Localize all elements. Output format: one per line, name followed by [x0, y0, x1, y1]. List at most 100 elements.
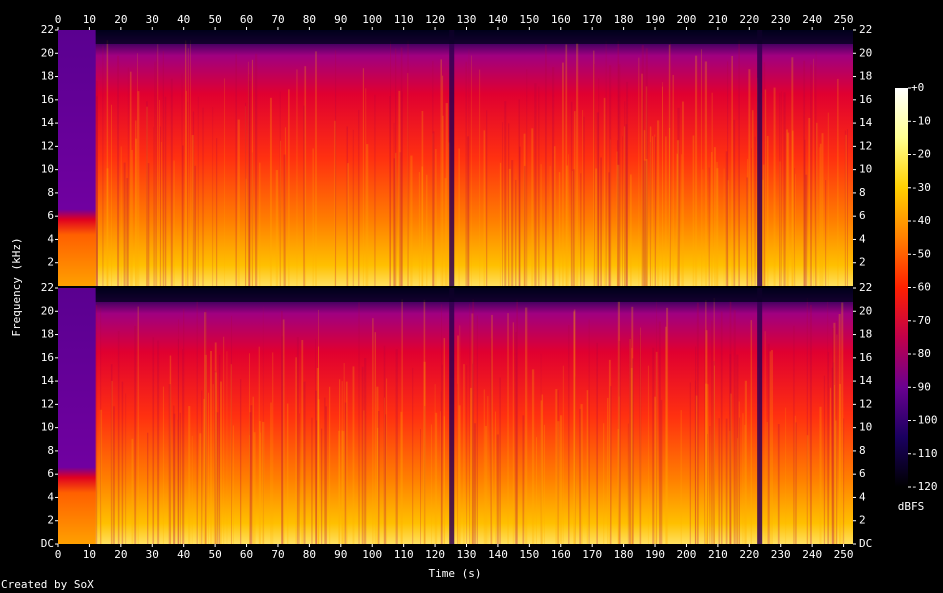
spectrogram-streak: [523, 165, 526, 286]
x-tick-label: 150: [519, 548, 539, 561]
spectrogram-streak: [111, 380, 113, 544]
spectrogram-panel: [58, 288, 853, 544]
spectrogram-streak: [185, 90, 187, 286]
spectrogram-streak: [763, 62, 766, 287]
y-tick-label: 18: [41, 70, 54, 83]
spectrogram-streak: [131, 438, 134, 544]
spectrogram-streak: [793, 325, 795, 544]
spectrogram-streak: [608, 359, 611, 544]
spectrogram-streak: [618, 340, 621, 544]
spectrogram-streak: [153, 126, 154, 287]
spectrogram-streak: [164, 96, 167, 286]
spectrogram-streak: [669, 127, 671, 286]
spectrogram-streak: [696, 302, 699, 544]
spectrogram-streak: [311, 417, 313, 544]
spectrogram-streak: [562, 62, 564, 287]
spectrogram-streak: [654, 134, 656, 286]
colorbar-tick-label: -110: [911, 447, 938, 460]
spectrogram-streak: [692, 135, 695, 286]
spectrogram-streak: [465, 61, 467, 287]
spectrogram-streak: [253, 432, 256, 544]
spectrogram-streak: [725, 418, 728, 544]
spectrogram-streak: [595, 168, 598, 286]
spectrogram-streak: [655, 351, 658, 544]
spectrogram-streak: [183, 308, 185, 544]
spectrogram-streak: [647, 365, 649, 544]
spectrogram-streak: [565, 44, 568, 286]
spectrogram-streak: [315, 51, 317, 286]
spectrogram-streak: [342, 431, 345, 544]
spectrogram-streak: [218, 354, 221, 544]
spectrogram-streak: [471, 313, 474, 544]
spectrogram-streak: [649, 142, 652, 286]
spectrogram-streak: [345, 381, 348, 544]
spectrogram-streak: [407, 40, 409, 287]
spectrogram-streak: [219, 381, 222, 544]
y-tick-label: 8: [47, 186, 54, 199]
spectrogram-streak: [199, 433, 202, 544]
spectrogram-streak: [154, 61, 156, 287]
spectrogram-streak: [251, 59, 254, 286]
spectrogram-streak: [808, 117, 811, 286]
spectrogram-streak: [401, 299, 403, 544]
spectrogram-streak: [127, 67, 129, 286]
spectrogram-streak: [214, 370, 216, 544]
spectrogram-streak: [630, 367, 633, 544]
spectrogram-streak: [714, 365, 715, 544]
y-tick-label: 2: [47, 514, 54, 527]
spectrogram-streak: [421, 110, 424, 286]
spectrogram-streak: [223, 336, 225, 544]
spectrogram-streak: [468, 49, 470, 286]
spectrogram-streak: [440, 411, 441, 544]
spectrogram-streak: [600, 157, 602, 286]
spectrogram-streak: [135, 138, 138, 286]
spectrogram-streak: [239, 379, 242, 544]
spectrogram-gap: [757, 30, 763, 286]
y-tick-label: 14: [41, 374, 55, 387]
spectrogram-streak: [574, 376, 576, 544]
y-tick-label: 14: [41, 116, 55, 129]
spectrogram-streak: [335, 50, 337, 286]
spectrogram-streak: [419, 429, 421, 544]
spectrogram-streak: [389, 96, 391, 287]
spectrogram-streak: [237, 119, 240, 286]
spectrogram-streak: [834, 420, 837, 544]
spectrogram-streak: [631, 306, 634, 544]
spectrogram-streak: [476, 315, 478, 544]
spectrogram-streak: [341, 381, 343, 544]
spectrogram-streak: [804, 139, 806, 286]
spectrogram-streak: [301, 340, 304, 544]
x-tick-label: 80: [303, 13, 316, 26]
spectrogram-streak: [733, 119, 736, 286]
spectrogram-streak: [713, 360, 715, 544]
spectrogram-streak: [704, 61, 708, 286]
spectrogram-streak: [147, 163, 150, 286]
spectrogram-streak: [182, 349, 184, 544]
x-tick-label: 180: [614, 13, 634, 26]
spectrogram-streak: [126, 178, 129, 286]
x-tick-label: 30: [146, 13, 159, 26]
spectrogram-streak: [538, 86, 540, 286]
spectrogram-streak: [423, 361, 426, 544]
spectrogram-streak: [662, 86, 663, 287]
x-tick-label: 10: [83, 13, 96, 26]
spectrogram-streak: [245, 102, 247, 286]
spectrogram-streak: [654, 396, 657, 544]
spectrogram-streak: [202, 107, 204, 287]
spectrogram-streak: [197, 96, 199, 286]
spectrogram-streak: [421, 166, 424, 286]
spectrogram-streak: [157, 44, 159, 286]
y-tick-label: 20: [859, 46, 872, 59]
spectrogram-streak: [631, 348, 633, 544]
spectrogram-streak: [725, 151, 728, 286]
spectrogram-streak: [574, 111, 576, 286]
x-tick-label: 90: [334, 13, 347, 26]
spectrogram-streak: [458, 405, 461, 544]
spectrogram-streak: [245, 178, 247, 286]
spectrogram-streak: [695, 346, 697, 544]
spectrogram-streak: [617, 301, 620, 544]
spectrogram-streak: [299, 413, 300, 544]
spectrogram-streak: [672, 74, 674, 286]
y-tick-label: 10: [859, 163, 872, 176]
spectrogram-streak: [809, 305, 812, 544]
